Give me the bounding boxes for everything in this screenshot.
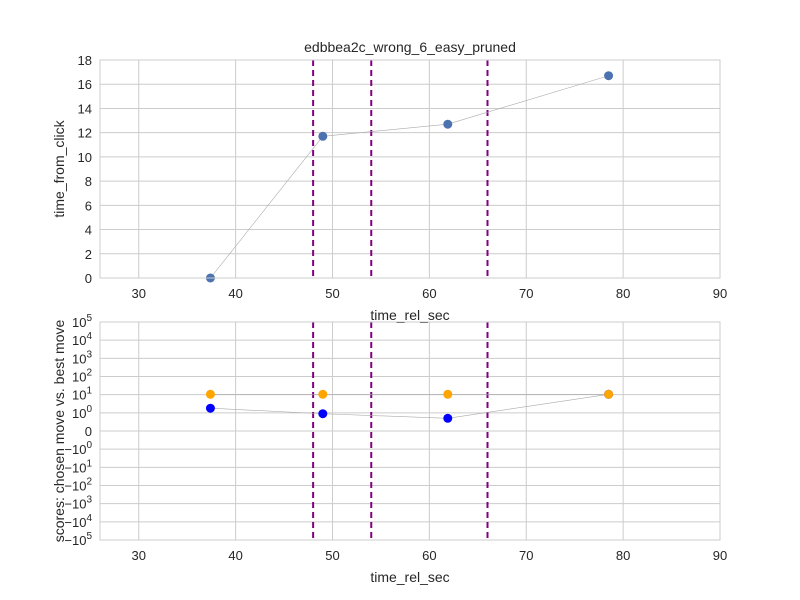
top-plot-frame [99, 59, 721, 279]
top-y-ticks: 0 2 4 6 8 10 12 14 16 18 [78, 53, 92, 286]
y-tick-base: 10 [72, 370, 86, 385]
y-tick-label: 6 [85, 198, 92, 213]
top-grid [100, 59, 721, 279]
y-tick-label: 103 [72, 349, 92, 366]
data-point [443, 413, 453, 423]
y-tick-base: 10 [72, 333, 86, 348]
y-tick-label: 101 [72, 386, 92, 403]
bottom-y-ticks: 1051041031021011000−100−101−102−103−104−… [64, 313, 92, 548]
top-vlines [312, 60, 489, 278]
y-tick-label: 12 [78, 126, 92, 141]
data-point [604, 71, 614, 81]
bottom-plot-frame [99, 321, 721, 541]
y-tick-label: 104 [72, 331, 92, 348]
y-tick-label: 0 [85, 424, 92, 439]
y-tick-label: −104 [64, 513, 92, 530]
y-tick-exponent: 3 [86, 495, 92, 506]
y-tick-base: 10 [72, 406, 86, 421]
x-tick-label: 70 [519, 548, 533, 563]
bottom-vlines [312, 322, 489, 540]
series-line [210, 393, 609, 419]
x-tick-label: 40 [228, 548, 242, 563]
y-tick-exponent: 3 [86, 349, 92, 360]
y-tick-exponent: 5 [86, 313, 92, 324]
y-tick-label: 100 [72, 404, 92, 421]
x-tick-label: 60 [422, 286, 436, 301]
y-tick-base: −10 [64, 460, 86, 475]
data-point [443, 119, 453, 129]
y-tick-exponent: 1 [86, 458, 92, 469]
y-tick-label: 14 [78, 101, 92, 116]
y-tick-exponent: 1 [86, 386, 92, 397]
y-tick-label: −102 [64, 477, 92, 494]
x-tick-label: 40 [228, 286, 242, 301]
y-tick-base: −10 [64, 515, 86, 530]
bottom-y-axis-label: scores: chosen move vs. best move [51, 320, 67, 543]
y-tick-label: 8 [85, 174, 92, 189]
data-point [318, 131, 328, 141]
x-tick-label: 90 [713, 548, 727, 563]
x-tick-label: 80 [616, 548, 630, 563]
x-tick-label: 60 [422, 548, 436, 563]
y-tick-exponent: 2 [86, 368, 92, 379]
y-tick-label: −101 [64, 458, 92, 475]
x-tick-label: 80 [616, 286, 630, 301]
x-tick-label: 50 [325, 548, 339, 563]
y-tick-label: 105 [72, 313, 92, 330]
y-tick-label: 102 [72, 368, 92, 385]
y-tick-base: −10 [64, 479, 86, 494]
top-x-axis-label: time_rel_sec [370, 307, 449, 323]
y-tick-base: 10 [72, 351, 86, 366]
y-tick-label: −100 [64, 440, 92, 457]
y-tick-label: −103 [64, 495, 92, 512]
x-tick-label: 30 [132, 286, 146, 301]
y-tick-exponent: 0 [86, 404, 92, 415]
data-point [318, 409, 328, 419]
y-tick-exponent: 4 [86, 513, 92, 524]
x-tick-label: 70 [519, 286, 533, 301]
y-tick-base: 10 [72, 315, 86, 330]
bottom-x-ticks: 30 40 50 60 70 80 90 [132, 548, 728, 563]
data-point [604, 389, 614, 399]
y-tick-exponent: 0 [86, 440, 92, 451]
bottom-series [205, 389, 614, 423]
y-tick-base: −10 [64, 442, 86, 457]
data-point [205, 389, 215, 399]
top-y-axis-label: time_from_click [51, 119, 67, 217]
y-tick-exponent: 5 [86, 531, 92, 542]
top-x-ticks: 30 40 50 60 70 80 90 [132, 286, 728, 301]
data-point [318, 389, 328, 399]
x-tick-label: 50 [325, 286, 339, 301]
bottom-chart: 30 40 50 60 70 80 90 1051041031021011000−100−1… [51, 313, 727, 585]
top-series [205, 71, 614, 283]
y-tick-exponent: 2 [86, 477, 92, 488]
series-line [210, 75, 609, 279]
y-tick-label: 0 [85, 271, 92, 286]
y-tick-label: 4 [85, 223, 92, 238]
y-tick-base: 10 [72, 388, 86, 403]
y-tick-base: −10 [64, 497, 86, 512]
data-point [205, 403, 215, 413]
y-tick-label: −105 [64, 531, 92, 548]
top-chart: edbbea2c_wrong_6_easy_pruned 30 40 50 60 70 8… [51, 39, 727, 323]
y-tick-label: 2 [85, 247, 92, 262]
x-tick-label: 30 [132, 548, 146, 563]
y-tick-base: −10 [64, 533, 86, 548]
bottom-x-axis-label: time_rel_sec [370, 569, 449, 585]
data-point [443, 389, 453, 399]
y-tick-base: 0 [85, 424, 92, 439]
y-tick-label: 10 [78, 150, 92, 165]
y-tick-exponent: 4 [86, 331, 92, 342]
x-tick-label: 90 [713, 286, 727, 301]
chart-title: edbbea2c_wrong_6_easy_pruned [304, 39, 516, 55]
y-tick-label: 16 [78, 77, 92, 92]
y-tick-label: 18 [78, 53, 92, 68]
